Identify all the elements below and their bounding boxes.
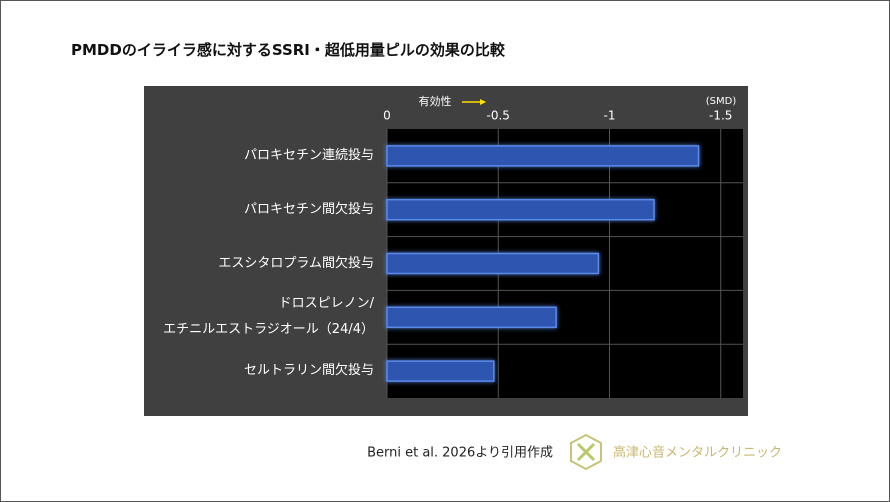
- bar: [386, 360, 495, 382]
- bar: [386, 145, 700, 167]
- logo: [570, 433, 602, 471]
- bar: [386, 252, 600, 275]
- arrow-head: [480, 99, 486, 105]
- title: PMDDのイライラ感に対するSSRI・超低用量ピルの効果の比較: [71, 41, 505, 59]
- x-tick-label: -1: [604, 109, 616, 123]
- bar: [386, 198, 655, 221]
- category-label: ドロスピレノン/ エチニルエストラジオール（24/4）: [163, 296, 374, 338]
- category-label: エスシタロプラム間欠投与: [218, 255, 374, 271]
- category-label: パロキセチン連続投与: [243, 147, 374, 163]
- x-tick-label: -0.5: [487, 109, 510, 123]
- clinic-name: 高津心音メンタルクリニック: [613, 445, 782, 461]
- x-label: 有効性: [419, 94, 452, 108]
- x-tick-label: -1.5: [709, 109, 732, 123]
- unit-label: (SMD): [706, 96, 737, 107]
- category-label: セルトラリン間欠投与: [243, 363, 374, 379]
- category-label: パロキセチン間欠投与: [243, 201, 374, 217]
- source: Berni et al. 2026より引用作成: [367, 446, 553, 461]
- bar: [386, 306, 557, 329]
- x-tick-label: 0: [383, 109, 391, 123]
